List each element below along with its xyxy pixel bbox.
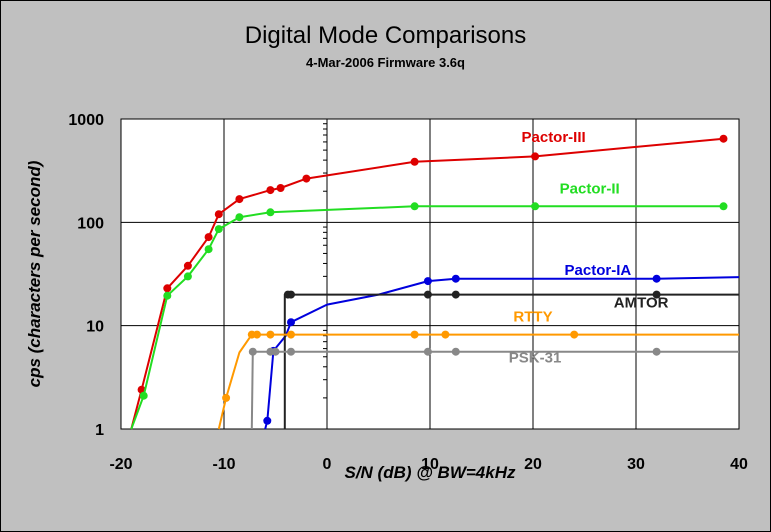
data-point-pactor-iii	[137, 385, 146, 394]
data-point-psk-31	[423, 347, 432, 356]
data-point-psk-31	[652, 347, 661, 356]
series-label-pactor-iii: Pactor-III	[522, 129, 586, 146]
chart-subtitle: 4-Mar-2006 Firmware 3.6q	[306, 55, 465, 70]
series-pactor-ii	[130, 202, 728, 430]
series-label-amtor: AMTOR	[614, 294, 669, 311]
data-point-pactor-ii	[410, 202, 419, 211]
data-point-pactor-ia	[652, 274, 661, 283]
x-tick-label: 40	[730, 456, 748, 473]
data-point-pactor-iii	[719, 134, 728, 143]
data-point-psk-31	[271, 347, 280, 356]
data-point-rtty	[222, 393, 231, 402]
x-tick-label: 20	[524, 456, 542, 473]
y-tick-label: 10	[86, 319, 104, 336]
y-tick-label: 1000	[68, 112, 104, 129]
x-tick-label: 30	[627, 456, 645, 473]
data-point-rtty	[266, 330, 275, 339]
y-tick-label: 1	[95, 422, 104, 439]
series-label-pactor-ia: Pactor-IA	[565, 262, 632, 279]
series-amtor	[283, 290, 739, 429]
x-axis-label: S/N (dB) @ BW=4kHz	[344, 463, 516, 482]
data-point-pactor-ii	[719, 202, 728, 211]
data-point-pactor-ia	[287, 318, 295, 327]
y-axis-label: cps (characters per second)	[25, 160, 44, 387]
tick-labels: -20 -10 0 10 20 30 40 1 10 100 1000	[68, 112, 748, 473]
data-point-pactor-ii	[204, 245, 213, 254]
data-point-pactor-ii	[214, 225, 223, 234]
data-point-pactor-iii	[204, 233, 213, 242]
series-label-psk-31: PSK-31	[509, 350, 562, 367]
data-point-pactor-iii	[302, 174, 311, 183]
data-point-psk-31	[287, 347, 295, 356]
series-line-pactor-ia	[264, 276, 740, 430]
data-point-amtor	[652, 290, 661, 299]
series-pactor-iii	[130, 134, 728, 430]
data-point-pactor-iii	[531, 152, 540, 161]
series-rtty	[217, 330, 739, 430]
data-point-pactor-iii	[163, 284, 172, 293]
data-point-psk-31	[248, 347, 257, 356]
x-tick-label: 0	[323, 456, 332, 473]
data-point-rtty	[410, 330, 419, 339]
data-point-pactor-ia	[423, 277, 432, 286]
y-tick-label: 100	[77, 215, 104, 232]
data-point-amtor	[287, 290, 295, 299]
data-point-pactor-iii	[276, 184, 285, 192]
series-labels: Pactor-III Pactor-II Pactor-IA AMTOR RTTY PSK…	[509, 129, 669, 367]
series-psk-31	[248, 347, 739, 430]
data-point-pactor-ia	[263, 416, 272, 425]
data-point-psk-31	[451, 347, 460, 356]
grid-lines	[121, 119, 739, 429]
x-tick-label: -20	[109, 456, 132, 473]
data-point-pactor-iii	[183, 261, 192, 270]
data-point-pactor-ii	[183, 272, 192, 281]
series-label-pactor-ii: Pactor-II	[560, 181, 620, 198]
data-point-pactor-ii	[266, 208, 275, 217]
series-label-rtty: RTTY	[513, 308, 552, 325]
chart-title: Digital Mode Comparisons	[244, 22, 527, 49]
x-tick-label: 10	[421, 456, 439, 473]
data-point-pactor-ii	[235, 213, 244, 222]
data-point-pactor-iii	[410, 157, 419, 166]
data-point-rtty	[287, 330, 295, 339]
data-point-pactor-ia	[451, 274, 460, 283]
data-point-pactor-ii	[531, 202, 540, 211]
data-point-amtor	[451, 290, 460, 299]
data-point-pactor-iii	[266, 186, 275, 195]
data-point-pactor-ii	[163, 291, 172, 300]
data-point-rtty	[441, 330, 450, 339]
data-point-pactor-iii	[214, 210, 223, 219]
series-layer	[130, 134, 740, 430]
data-point-pactor-ii	[139, 391, 148, 400]
data-point-amtor	[423, 290, 432, 299]
data-point-rtty	[570, 330, 579, 339]
x-tick-label: -10	[212, 456, 235, 473]
data-point-pactor-iii	[235, 195, 244, 204]
data-point-rtty	[253, 330, 261, 339]
